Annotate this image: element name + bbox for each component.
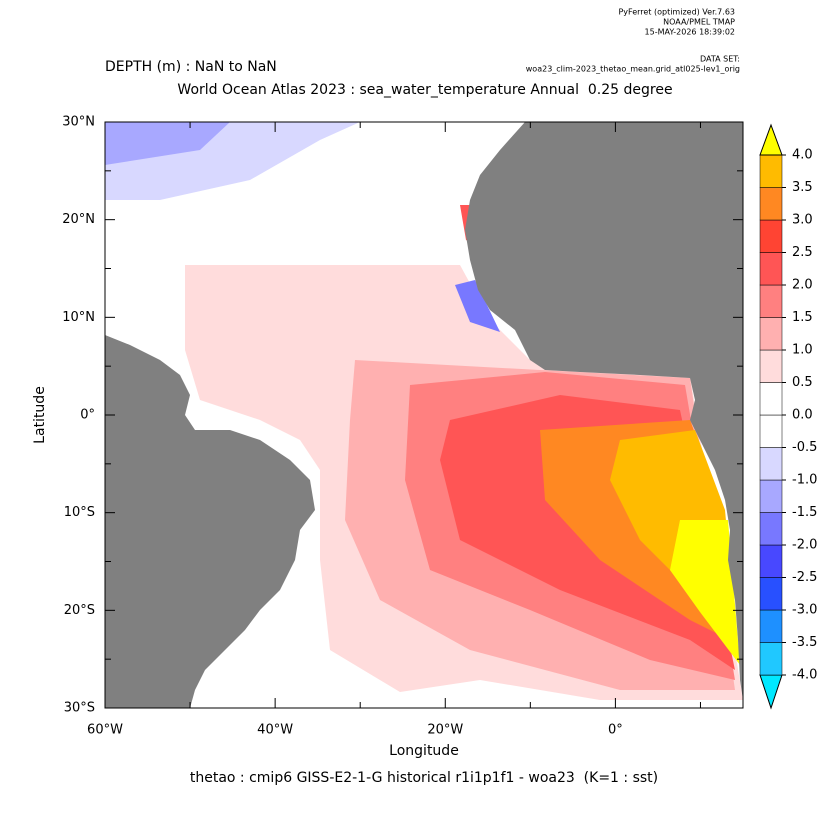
colorbar-label: 1.5 xyxy=(792,310,813,325)
colorbar-bin xyxy=(759,512,783,546)
colorbar-over xyxy=(759,123,783,156)
y-axis-label: Latitude xyxy=(32,386,48,444)
colorbar-label: -1.0 xyxy=(792,473,817,488)
x-tick-label: 40°W xyxy=(257,723,293,738)
colorbar-label: 0.0 xyxy=(792,408,813,423)
colorbar-bin xyxy=(759,317,783,351)
footer: thetao : cmip6 GISS-E2-1-G historical r1… xyxy=(190,770,658,786)
colorbar-bin xyxy=(759,284,783,318)
colorbar-label: 1.0 xyxy=(792,343,813,358)
header-line: 15-MAY-2026 18:39:02 xyxy=(645,28,735,37)
colorbar-bin xyxy=(759,219,783,253)
colorbar-bin xyxy=(759,544,783,578)
colorbar-bin xyxy=(759,382,783,416)
header-line: PyFerret (optimized) Ver.7.63 xyxy=(618,8,735,17)
y-tick-label: 30°S xyxy=(64,701,95,716)
colorbar-bin xyxy=(759,349,783,383)
colorbar-bin xyxy=(759,642,783,676)
dataset: woa23_clim-2023_thetao_mean.grid_atl025-… xyxy=(526,65,740,74)
colorbar-label: 4.0 xyxy=(792,148,813,163)
dataset-label: DATA SET: xyxy=(700,55,740,64)
header-line: NOAA/PMEL TMAP xyxy=(663,18,735,27)
colorbar-label: -3.0 xyxy=(792,603,817,618)
colorbar-label: -3.5 xyxy=(792,635,817,650)
land-africa xyxy=(465,122,743,700)
colorbar-bin xyxy=(759,187,783,221)
y-tick-label: 20°N xyxy=(62,212,95,227)
y-tick-label: 0° xyxy=(80,408,95,423)
colorbar-label: -2.5 xyxy=(792,570,817,585)
colorbar-label: 3.5 xyxy=(792,180,813,195)
x-tick-label: 60°W xyxy=(87,723,123,738)
y-tick-label: 10°N xyxy=(62,310,95,325)
colorbar-bin xyxy=(759,447,783,481)
y-tick-label: 10°S xyxy=(64,505,95,520)
field-patch xyxy=(105,122,230,165)
colorbar-bin xyxy=(759,577,783,611)
colorbar-label: 3.0 xyxy=(792,213,813,228)
colorbar-bin xyxy=(759,154,783,188)
land-south-america xyxy=(105,335,315,708)
colorbar-label: 0.5 xyxy=(792,375,813,390)
colorbar-bin xyxy=(759,252,783,286)
chart-title: World Ocean Atlas 2023 : sea_water_tempe… xyxy=(177,82,672,98)
header: PyFerret (optimized) Ver.7.63 NOAA/PMEL … xyxy=(526,8,740,74)
colorbar-bin xyxy=(759,479,783,513)
colorbar-bin xyxy=(759,414,783,448)
map-field xyxy=(104,121,744,709)
x-axis-label: Longitude xyxy=(389,743,459,759)
x-tick-label: 0° xyxy=(608,723,623,738)
colorbar-under xyxy=(759,674,783,710)
colorbar-label: -1.5 xyxy=(792,505,817,520)
y-tick-label: 30°N xyxy=(62,115,95,130)
colorbar-label: -0.5 xyxy=(792,440,817,455)
colorbar-label: 2.5 xyxy=(792,245,813,260)
colorbar-label: -4.0 xyxy=(792,668,817,683)
field-patch xyxy=(670,520,740,665)
x-tick-label: 20°W xyxy=(427,723,463,738)
colorbar-bin xyxy=(759,609,783,643)
colorbar-label: -2.0 xyxy=(792,538,817,553)
field-patch xyxy=(455,280,500,332)
depth-label: DEPTH (m) : NaN to NaN xyxy=(105,59,277,75)
colorbar-label: 2.0 xyxy=(792,278,813,293)
y-tick-label: 20°S xyxy=(64,603,95,618)
